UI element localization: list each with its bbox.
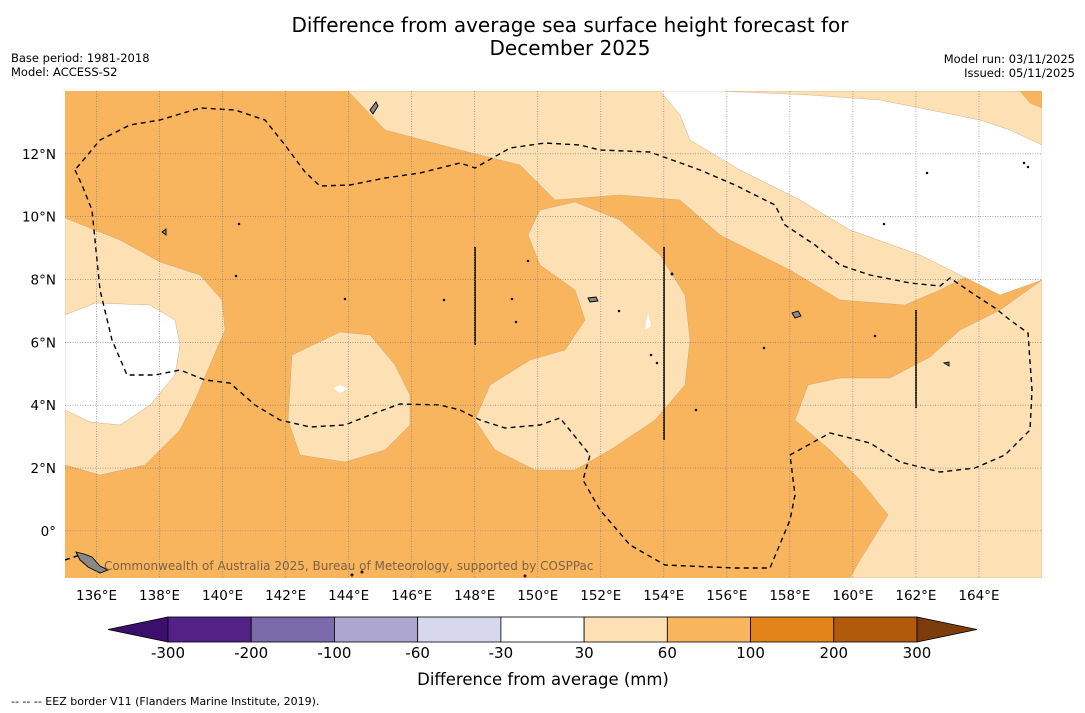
- islet: [234, 274, 238, 278]
- colorbar-swatch: [250, 616, 335, 643]
- island-pohnpei: [791, 310, 802, 319]
- anomaly-band-30-60-mid: [474, 201, 691, 471]
- islet: [925, 171, 929, 175]
- colorbar-tick-label: 300: [903, 644, 932, 662]
- graticule: [65, 91, 1042, 578]
- islet: [237, 222, 241, 226]
- island-yap: [161, 228, 167, 236]
- islet: [510, 297, 514, 301]
- colorbar-swatch: [167, 616, 252, 643]
- model-text: Model: ACCESS-S2: [11, 65, 118, 79]
- anomaly-band-below-30-small-a: [333, 385, 348, 393]
- title-line-1: Difference from average sea surface heig…: [291, 13, 849, 37]
- map-title: Difference from average sea surface heig…: [230, 14, 910, 60]
- issued-text: Issued: 05/11/2025: [964, 66, 1075, 80]
- anomaly-band-60-100-northeast-corner: [1019, 91, 1042, 109]
- latitude-label: 12°N: [22, 147, 56, 163]
- longitude-label: 136°E: [76, 588, 117, 604]
- islet: [523, 574, 527, 578]
- map-area: [65, 91, 1042, 578]
- islet: [670, 272, 674, 276]
- anomaly-band-30-60-east: [794, 279, 1042, 578]
- islet: [360, 570, 364, 574]
- colorbar-extend-high: [916, 616, 978, 643]
- anomaly-band-below-30-small-b: [645, 312, 651, 330]
- colorbar-swatch: [750, 616, 835, 643]
- islet: [655, 361, 659, 365]
- colorbar-swatch: [334, 616, 419, 643]
- title-line-2: December 2025: [489, 36, 651, 60]
- longitude-label: 146°E: [391, 588, 432, 604]
- longitude-label: 142°E: [265, 588, 306, 604]
- colorbar-tick-label: -300: [151, 644, 185, 662]
- longitude-label: 152°E: [580, 588, 621, 604]
- longitude-label: 164°E: [958, 588, 999, 604]
- colorbar-tick-label: -60: [405, 644, 430, 662]
- colorbar-swatch: [583, 616, 668, 643]
- islet: [343, 297, 347, 301]
- island-new-guinea-tip: [75, 551, 110, 574]
- longitude-label: 156°E: [706, 588, 747, 604]
- islet: [694, 408, 698, 412]
- longitude-labels: 136°E 138°E 140°E 142°E 144°E 146°E 148°E 150°E…: [76, 588, 1000, 604]
- colorbar-tick-label: 200: [819, 644, 848, 662]
- latitude-label: 2°N: [31, 461, 56, 477]
- island-kosrae: [942, 361, 950, 367]
- island-guam: [369, 101, 379, 115]
- islet: [514, 320, 518, 324]
- eez-border-main: [74, 107, 1033, 569]
- latitude-label: 0°: [41, 524, 56, 540]
- longitude-label: 160°E: [832, 588, 873, 604]
- colorbar-swatch: [833, 616, 918, 643]
- base-period-text: Base period: 1981-2018: [11, 51, 150, 65]
- longitude-label: 144°E: [328, 588, 369, 604]
- latitude-label: 10°N: [22, 210, 56, 226]
- model-run-text: Model run: 03/11/2025: [943, 52, 1075, 66]
- metadata-left: Base period: 1981-2018 Model: ACCESS-S2: [11, 51, 150, 79]
- colorbar-tick-label: -30: [489, 644, 514, 662]
- latitude-labels: 0° 2°N 4°N 6°N 8°N 10°N 12°N: [22, 147, 56, 540]
- islet: [350, 573, 354, 577]
- colorbar-tick-label: -200: [234, 644, 268, 662]
- islet: [617, 309, 621, 313]
- islet: [1026, 165, 1030, 169]
- islet: [1022, 161, 1026, 165]
- longitude-label: 138°E: [139, 588, 180, 604]
- colorbar-tick-label: -100: [317, 644, 351, 662]
- island-chuuk: [587, 296, 599, 303]
- islands: [75, 101, 1030, 578]
- colorbar-tick-label: 60: [658, 644, 677, 662]
- latitude-label: 6°N: [31, 335, 56, 351]
- anomaly-band-below-30-northeast: [659, 91, 1042, 296]
- longitude-label: 154°E: [643, 588, 684, 604]
- colorbar-tick-label: 30: [575, 644, 594, 662]
- colorbar-label: Difference from average (mm): [417, 670, 669, 689]
- colorbar: -300 -200 -100 -60 -30 30 60 100 200 300: [107, 616, 978, 662]
- islet: [762, 346, 766, 350]
- islet: [882, 222, 886, 226]
- colorbar-swatch: [666, 616, 751, 643]
- colorbar-tick-label: 100: [736, 644, 765, 662]
- colorbar-extend-low: [107, 616, 169, 643]
- islet: [649, 353, 653, 357]
- eez-footnote: -- -- -- EEZ border V11 (Flanders Marine…: [11, 695, 320, 708]
- longitude-label: 150°E: [517, 588, 558, 604]
- latitude-label: 8°N: [31, 273, 56, 289]
- islet: [526, 259, 530, 263]
- longitude-label: 158°E: [769, 588, 810, 604]
- latitude-label: 4°N: [31, 398, 56, 414]
- anomaly-band-30-60-central: [287, 331, 411, 463]
- longitude-label: 148°E: [454, 588, 495, 604]
- colorbar-swatch: [500, 616, 585, 643]
- islet: [442, 298, 446, 302]
- longitude-label: 162°E: [895, 588, 936, 604]
- colorbar-swatch: [417, 616, 502, 643]
- metadata-right: Model run: 03/11/2025 Issued: 05/11/2025: [944, 52, 1075, 80]
- islet: [873, 334, 877, 338]
- longitude-label: 140°E: [202, 588, 243, 604]
- credit-text: Commonwealth of Australia 2025, Bureau o…: [104, 559, 594, 573]
